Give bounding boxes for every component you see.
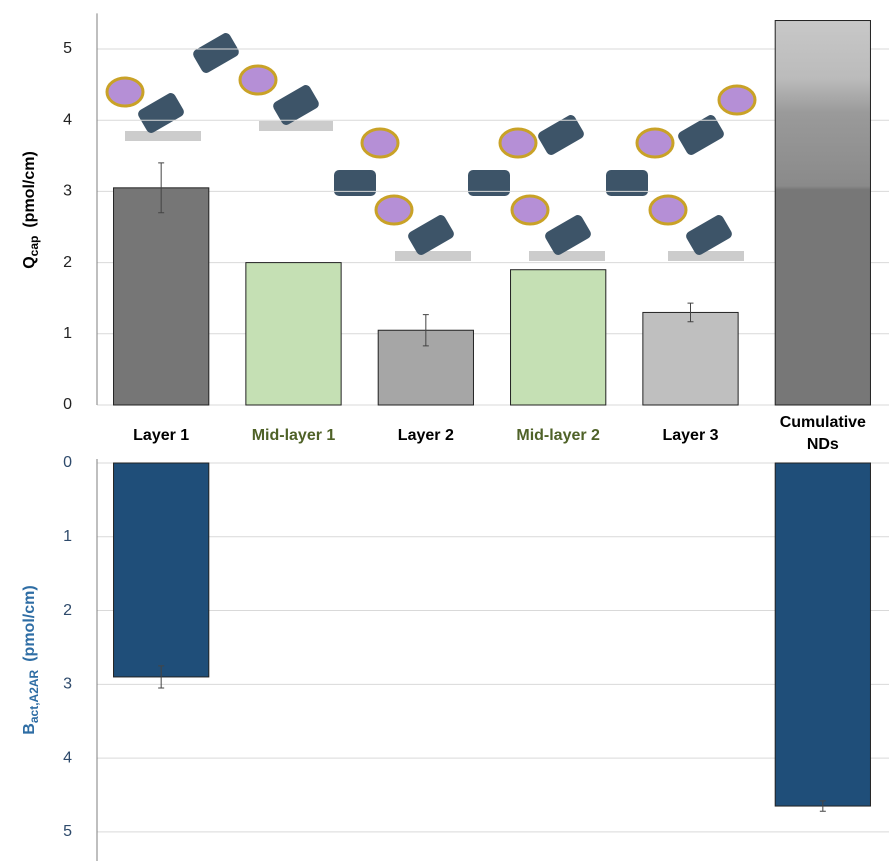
y-tick-label: 0 xyxy=(63,454,72,471)
illustration xyxy=(125,121,744,261)
x-tick-label: Layer 2 xyxy=(398,427,454,444)
bar xyxy=(113,187,210,406)
error-bar xyxy=(422,314,429,347)
x-tick-label: Mid-layer 1 xyxy=(252,427,336,444)
y-tick-label: 1 xyxy=(63,325,72,342)
error-bar xyxy=(819,800,826,812)
y-label-unit: (pmol/cm) xyxy=(21,585,38,661)
x-tick-label-line: Cumulative xyxy=(780,414,866,431)
y-axis-label: Qcap (pmol/cm) xyxy=(21,151,41,269)
y-tick-label: 5 xyxy=(63,823,72,840)
bar xyxy=(774,462,871,807)
x-tick-label-line: NDs xyxy=(807,436,839,453)
y-label-sub: cap xyxy=(27,236,41,257)
bar xyxy=(774,20,871,406)
y-tick-label: 5 xyxy=(63,40,72,57)
bar xyxy=(642,311,739,406)
bar xyxy=(245,262,342,406)
y-label-main: Q xyxy=(21,256,38,268)
y-label-main: B xyxy=(21,723,38,735)
x-tick-label: Layer 1 xyxy=(133,427,189,444)
y-label-unit: (pmol/cm) xyxy=(21,151,38,227)
y-tick-label: 3 xyxy=(63,183,72,200)
error-bar xyxy=(687,302,694,323)
y-tick-label: 4 xyxy=(63,111,72,128)
y-tick-label: 3 xyxy=(63,676,72,693)
x-tick-label: Cumulative NDs xyxy=(780,414,866,453)
error-bar xyxy=(158,162,165,214)
bar xyxy=(510,269,607,406)
error-bar xyxy=(158,665,165,689)
illustration xyxy=(105,64,757,226)
y-tick-label: 0 xyxy=(63,396,72,413)
bar xyxy=(113,462,210,678)
y-axis-label: Bact,A2AR (pmol/cm) xyxy=(21,585,41,734)
x-tick-label: Mid-layer 2 xyxy=(516,427,600,444)
x-tick-label: Layer 3 xyxy=(662,427,718,444)
y-tick-label: 2 xyxy=(63,254,72,271)
y-tick-label: 1 xyxy=(63,528,72,545)
y-tick-label: 4 xyxy=(63,749,72,766)
y-label-sub: act,A2AR xyxy=(27,669,41,723)
y-tick-label: 2 xyxy=(63,602,72,619)
illustration xyxy=(138,33,732,255)
